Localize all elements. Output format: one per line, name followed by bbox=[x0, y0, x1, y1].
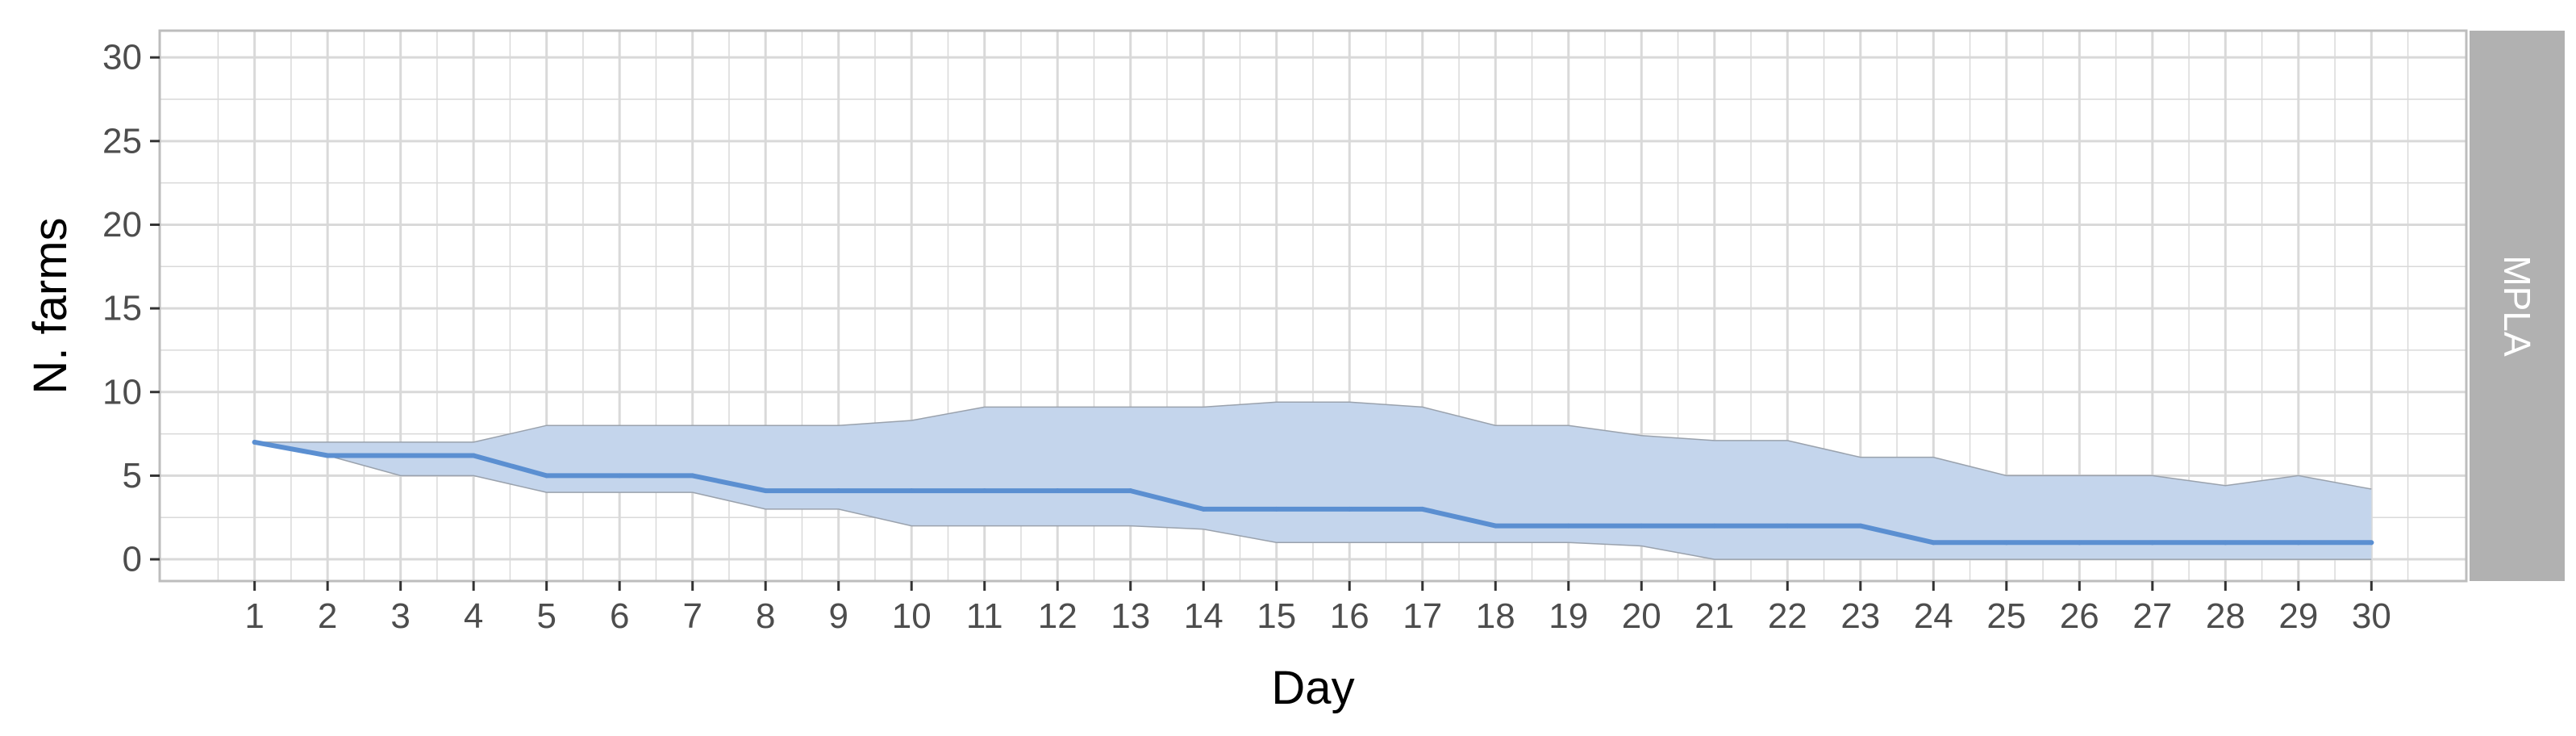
data-point bbox=[1419, 506, 1425, 512]
y-tick-label: 10 bbox=[102, 372, 142, 412]
data-point bbox=[836, 488, 841, 494]
x-tick-label: 12 bbox=[1038, 596, 1078, 636]
x-tick-label: 5 bbox=[536, 596, 556, 636]
x-tick-label: 19 bbox=[1549, 596, 1588, 636]
confidence-band bbox=[254, 402, 2372, 560]
median-line-layer bbox=[252, 439, 2374, 546]
data-point bbox=[1785, 523, 1790, 529]
x-tick-label: 20 bbox=[1622, 596, 1661, 636]
x-tick-label: 14 bbox=[1184, 596, 1223, 636]
data-point bbox=[1493, 523, 1498, 529]
y-axis-title: N. farms bbox=[24, 217, 77, 394]
data-point bbox=[2223, 540, 2228, 546]
x-tick-label: 3 bbox=[390, 596, 410, 636]
data-point bbox=[1128, 488, 1133, 494]
x-axis-ticks: 1 2 3 4 5 6 7 8 9 10 11 12 13 14 15 16 17 18 19 20 21 22 23 24 2… bbox=[244, 581, 2391, 636]
data-point bbox=[763, 488, 769, 494]
x-tick-label: 7 bbox=[682, 596, 702, 636]
data-point bbox=[471, 453, 477, 458]
facet-strip bbox=[2470, 31, 2565, 581]
panel-border bbox=[158, 29, 2468, 583]
y-tick-label: 20 bbox=[102, 205, 142, 245]
x-tick-label: 6 bbox=[610, 596, 629, 636]
x-tick-label: 11 bbox=[966, 596, 1003, 636]
data-point bbox=[2369, 540, 2374, 546]
data-point bbox=[1273, 506, 1279, 512]
data-point bbox=[2149, 540, 2155, 546]
x-tick-label: 10 bbox=[892, 596, 932, 636]
x-tick-label: 8 bbox=[756, 596, 775, 636]
data-point bbox=[1857, 523, 1863, 529]
data-point bbox=[1201, 506, 1207, 512]
x-tick-label: 26 bbox=[2060, 596, 2099, 636]
x-tick-label: 25 bbox=[1986, 596, 2026, 636]
y-axis-ticks: 0 5 10 15 20 25 30 bbox=[102, 38, 160, 579]
data-point bbox=[1347, 506, 1353, 512]
x-tick-label: 27 bbox=[2132, 596, 2172, 636]
x-tick-label: 16 bbox=[1330, 596, 1369, 636]
data-point bbox=[544, 473, 549, 479]
x-tick-label: 1 bbox=[244, 596, 264, 636]
x-tick-label: 2 bbox=[318, 596, 337, 636]
data-point bbox=[617, 473, 623, 479]
x-tick-label: 4 bbox=[464, 596, 483, 636]
data-point bbox=[252, 439, 257, 445]
y-tick-label: 15 bbox=[102, 289, 142, 328]
data-point bbox=[690, 473, 695, 479]
y-tick-label: 5 bbox=[123, 456, 142, 496]
data-point bbox=[1565, 523, 1571, 529]
x-tick-label: 29 bbox=[2278, 596, 2318, 636]
data-point bbox=[398, 453, 403, 458]
confidence-band-lower-edge bbox=[254, 441, 2372, 560]
x-tick-label: 21 bbox=[1694, 596, 1734, 636]
x-tick-label: 24 bbox=[1914, 596, 1953, 636]
x-tick-label: 23 bbox=[1840, 596, 1880, 636]
x-tick-label: 17 bbox=[1403, 596, 1442, 636]
data-point bbox=[1931, 540, 1936, 546]
x-tick-label: 13 bbox=[1111, 596, 1150, 636]
data-point bbox=[1639, 523, 1644, 529]
y-tick-label: 0 bbox=[123, 540, 142, 579]
data-point bbox=[982, 488, 987, 494]
x-tick-label: 28 bbox=[2206, 596, 2245, 636]
facet-strip-label: MPLA bbox=[2496, 255, 2538, 357]
x-tick-label: 9 bbox=[828, 596, 848, 636]
x-tick-label: 30 bbox=[2352, 596, 2391, 636]
data-point bbox=[325, 453, 331, 458]
confidence-band-layer bbox=[254, 401, 2372, 560]
median-line bbox=[252, 439, 2374, 546]
x-tick-label: 22 bbox=[1768, 596, 1807, 636]
y-tick-label: 25 bbox=[102, 121, 142, 161]
data-point bbox=[1711, 523, 1717, 529]
data-point bbox=[1055, 488, 1061, 494]
y-tick-label: 30 bbox=[102, 38, 142, 77]
x-tick-label: 18 bbox=[1476, 596, 1515, 636]
data-point bbox=[2003, 540, 2009, 546]
confidence-band-upper-edge bbox=[254, 401, 2372, 490]
x-axis-title: Day bbox=[1271, 662, 1354, 714]
data-point bbox=[2295, 540, 2301, 546]
data-point bbox=[909, 488, 915, 494]
x-tick-label: 15 bbox=[1257, 596, 1296, 636]
data-point bbox=[2077, 540, 2082, 546]
